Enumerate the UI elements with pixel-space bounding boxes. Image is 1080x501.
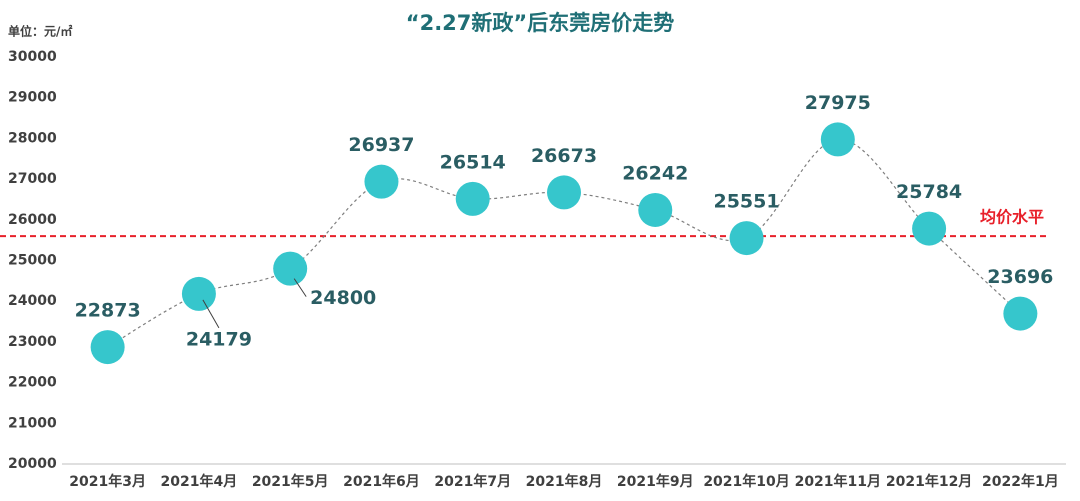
x-tick-label: 2022年1月 bbox=[982, 473, 1059, 490]
chart-title: “2.27新政”后东莞房价走势 bbox=[406, 11, 674, 35]
reference-label: 均价水平 bbox=[980, 208, 1044, 227]
data-point bbox=[455, 181, 490, 216]
data-label: 27975 bbox=[805, 92, 871, 114]
x-tick-label: 2021年3月 bbox=[69, 473, 146, 490]
data-label: 25784 bbox=[896, 181, 962, 203]
x-tick-label: 2021年11月 bbox=[795, 473, 881, 490]
x-tick-label: 2021年9月 bbox=[617, 473, 694, 490]
data-point bbox=[273, 251, 308, 286]
data-point bbox=[364, 164, 399, 199]
y-tick-label: 28000 bbox=[8, 130, 57, 146]
data-point bbox=[90, 330, 125, 365]
y-tick-label: 26000 bbox=[8, 212, 57, 228]
data-label: 24800 bbox=[310, 287, 376, 309]
y-tick-label: 29000 bbox=[8, 90, 57, 106]
series-line bbox=[107, 138, 1021, 348]
data-point bbox=[912, 211, 947, 246]
x-tick-label: 2021年4月 bbox=[161, 473, 238, 490]
y-tick-label: 30000 bbox=[8, 49, 57, 65]
y-tick-label: 21000 bbox=[8, 415, 57, 431]
data-label: 26937 bbox=[348, 134, 414, 156]
leader-line bbox=[202, 299, 220, 329]
y-tick-label: 20000 bbox=[8, 456, 57, 472]
data-label: 26514 bbox=[440, 151, 506, 173]
data-point bbox=[547, 175, 581, 210]
data-point bbox=[820, 122, 855, 157]
data-point bbox=[1003, 296, 1038, 331]
y-axis-label: 单位：元/㎡ bbox=[8, 24, 72, 39]
data-label: 24179 bbox=[186, 328, 252, 350]
x-tick-label: 2021年5月 bbox=[252, 473, 329, 490]
x-tick-label: 2021年10月 bbox=[703, 473, 789, 490]
data-label: 22873 bbox=[75, 300, 141, 322]
x-tick-label: 2021年8月 bbox=[526, 473, 603, 490]
y-tick-label: 23000 bbox=[8, 334, 57, 350]
data-point bbox=[638, 192, 673, 227]
data-label: 26242 bbox=[622, 162, 688, 184]
y-tick-label: 22000 bbox=[8, 375, 57, 391]
data-point bbox=[729, 221, 764, 256]
x-tick-label: 2021年7月 bbox=[434, 473, 511, 490]
leader-line bbox=[293, 278, 307, 297]
data-label: 23696 bbox=[987, 266, 1053, 288]
y-tick-label: 27000 bbox=[8, 171, 57, 187]
y-tick-label: 24000 bbox=[8, 293, 57, 309]
data-point bbox=[181, 276, 216, 311]
data-label: 26673 bbox=[531, 145, 597, 167]
data-label: 25551 bbox=[713, 191, 779, 213]
x-tick-label: 2021年6月 bbox=[343, 473, 420, 490]
x-tick-label: 2021年12月 bbox=[886, 473, 972, 490]
y-tick-label: 25000 bbox=[8, 253, 57, 269]
